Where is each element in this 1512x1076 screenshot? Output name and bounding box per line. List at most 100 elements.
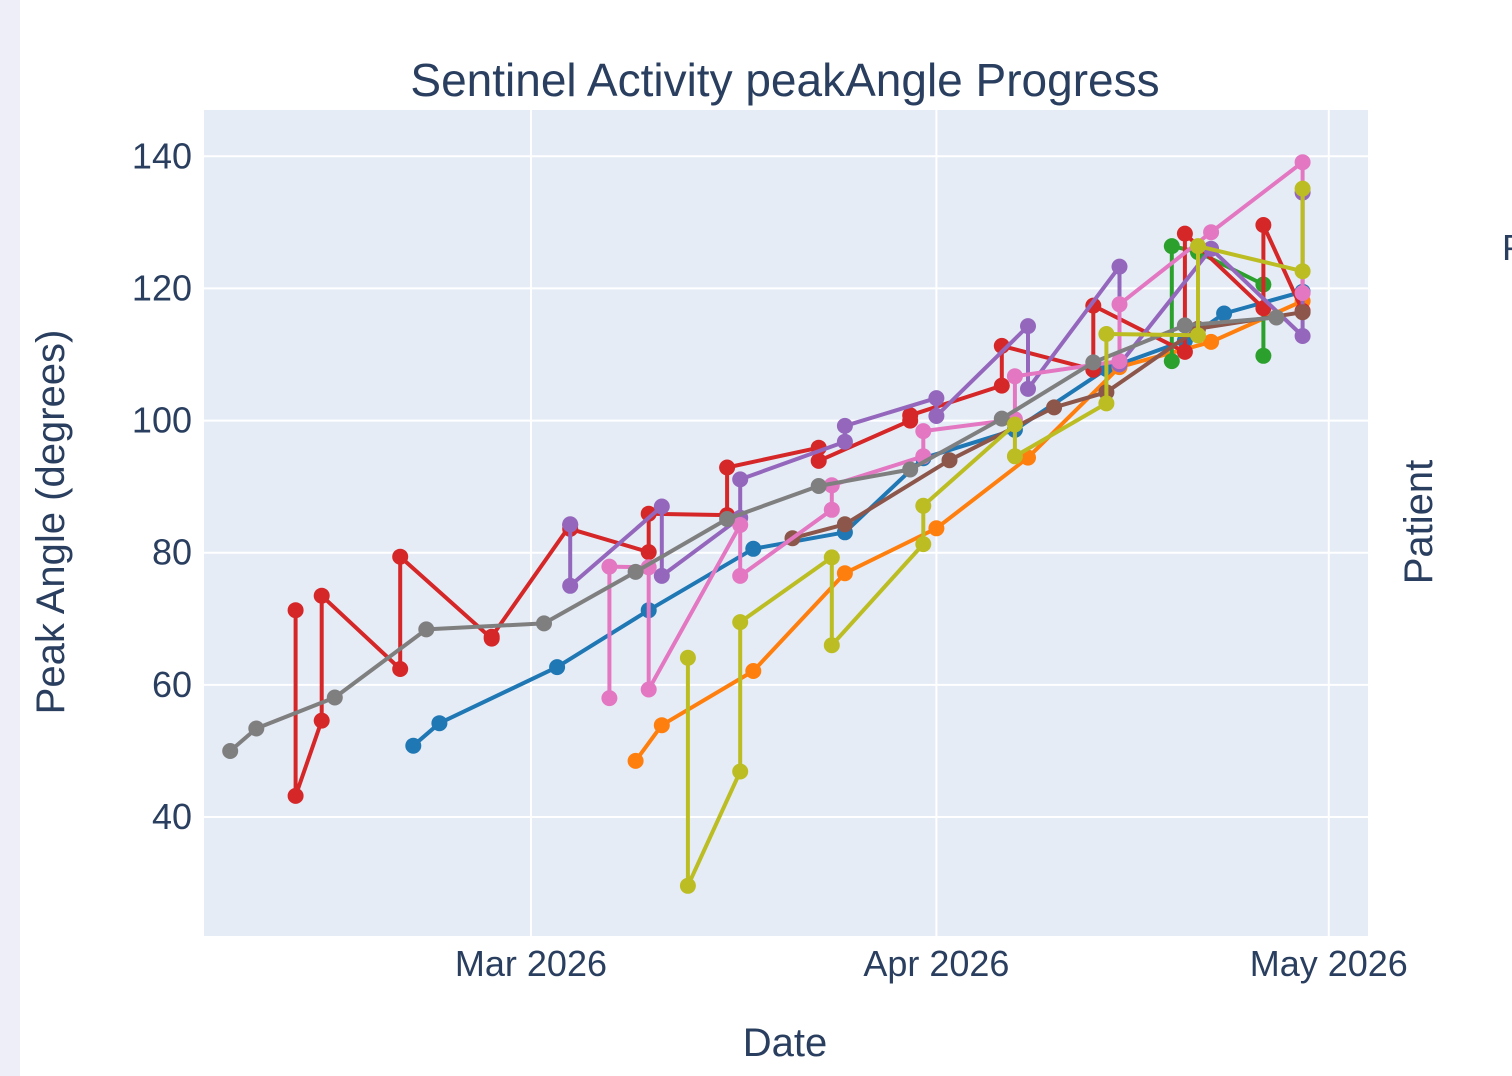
data-point[interactable] <box>1020 318 1036 335</box>
data-point[interactable] <box>836 565 853 582</box>
tick-labels: 40 60 80 100 120 140 Mar 2026 Apr 2026 May 2026 <box>132 135 1408 984</box>
data-point[interactable] <box>313 712 330 729</box>
data-point[interactable] <box>823 637 840 654</box>
data-point[interactable] <box>928 520 945 537</box>
data-point[interactable] <box>1255 347 1272 364</box>
data-point[interactable] <box>836 417 853 434</box>
data-point[interactable] <box>732 763 749 780</box>
data-point[interactable] <box>1163 353 1180 370</box>
x-tick-label: Apr 2026 <box>863 943 1009 984</box>
data-point[interactable] <box>915 497 932 514</box>
data-point[interactable] <box>679 877 696 894</box>
data-point[interactable] <box>627 752 644 769</box>
data-point[interactable] <box>483 628 500 645</box>
data-point[interactable] <box>392 661 409 677</box>
data-point[interactable] <box>653 717 670 734</box>
data-point[interactable] <box>902 461 919 478</box>
data-point[interactable] <box>1190 327 1206 344</box>
data-point[interactable] <box>679 649 696 666</box>
data-point[interactable] <box>1203 224 1220 241</box>
y-tick-label: 60 <box>152 664 192 705</box>
data-point[interactable] <box>732 517 749 533</box>
data-point[interactable] <box>1294 263 1311 280</box>
data-point[interactable] <box>392 548 409 565</box>
data-point[interactable] <box>627 563 644 580</box>
data-point[interactable] <box>562 516 579 533</box>
data-point[interactable] <box>418 621 435 638</box>
data-point[interactable] <box>993 410 1010 427</box>
data-point[interactable] <box>1085 354 1102 371</box>
data-point[interactable] <box>640 681 657 698</box>
data-point[interactable] <box>1020 449 1036 466</box>
data-point[interactable] <box>653 498 670 515</box>
data-point[interactable] <box>1006 368 1023 385</box>
data-point[interactable] <box>1294 180 1311 197</box>
data-point[interactable] <box>601 690 618 707</box>
data-point[interactable] <box>1111 258 1128 275</box>
data-point[interactable] <box>993 377 1010 394</box>
data-point[interactable] <box>1111 296 1128 313</box>
data-point[interactable] <box>248 720 265 737</box>
data-point[interactable] <box>719 511 736 527</box>
data-point[interactable] <box>1190 238 1206 255</box>
data-point[interactable] <box>326 689 343 706</box>
data-point[interactable] <box>1176 317 1193 334</box>
data-point[interactable] <box>562 577 579 594</box>
series-9 <box>679 180 1311 894</box>
data-point[interactable] <box>549 659 566 676</box>
data-point[interactable] <box>1294 328 1311 344</box>
data-point[interactable] <box>1294 285 1311 301</box>
data-point[interactable] <box>928 390 945 407</box>
data-point[interactable] <box>1294 154 1311 171</box>
legend-partial-text: P <box>1502 227 1512 268</box>
data-point[interactable] <box>1163 238 1180 255</box>
data-point[interactable] <box>732 471 749 488</box>
data-point[interactable] <box>1203 333 1220 350</box>
data-point[interactable] <box>745 663 762 679</box>
data-point[interactable] <box>1006 448 1023 465</box>
data-point[interactable] <box>601 558 618 575</box>
plot-area <box>204 110 1368 936</box>
data-point[interactable] <box>640 544 657 561</box>
data-point[interactable] <box>719 459 736 476</box>
data-point[interactable] <box>1294 304 1311 321</box>
y-tick-label: 120 <box>132 267 192 308</box>
data-point[interactable] <box>287 602 304 619</box>
data-point[interactable] <box>536 615 552 632</box>
data-point[interactable] <box>823 501 840 518</box>
data-point[interactable] <box>810 478 827 494</box>
data-point[interactable] <box>640 505 657 522</box>
data-point[interactable] <box>823 549 840 566</box>
data-point[interactable] <box>745 540 762 557</box>
data-point[interactable] <box>1176 225 1193 242</box>
data-point[interactable] <box>732 614 749 631</box>
data-point[interactable] <box>941 452 958 469</box>
data-point[interactable] <box>287 787 304 804</box>
data-point[interactable] <box>405 737 422 754</box>
data-point[interactable] <box>653 567 670 584</box>
data-point[interactable] <box>915 423 932 440</box>
data-point[interactable] <box>1255 217 1272 233</box>
data-point[interactable] <box>313 587 330 604</box>
data-point[interactable] <box>902 407 919 424</box>
data-point[interactable] <box>1020 380 1036 397</box>
data-point[interactable] <box>1111 353 1128 370</box>
data-point[interactable] <box>1268 309 1285 326</box>
data-point[interactable] <box>1098 395 1115 412</box>
data-point[interactable] <box>1216 305 1233 322</box>
y-tick-label: 80 <box>152 532 192 573</box>
data-point[interactable] <box>1006 416 1023 433</box>
series-7 <box>601 154 1311 707</box>
data-point[interactable] <box>732 567 749 584</box>
data-point[interactable] <box>431 715 448 732</box>
data-point[interactable] <box>810 452 827 469</box>
data-point[interactable] <box>1098 326 1115 342</box>
data-point[interactable] <box>1046 399 1063 416</box>
data-point[interactable] <box>928 408 945 424</box>
data-point[interactable] <box>1176 343 1193 360</box>
data-point[interactable] <box>836 516 853 533</box>
data-point[interactable] <box>222 743 239 759</box>
data-point[interactable] <box>915 536 932 553</box>
data-point[interactable] <box>836 433 853 450</box>
